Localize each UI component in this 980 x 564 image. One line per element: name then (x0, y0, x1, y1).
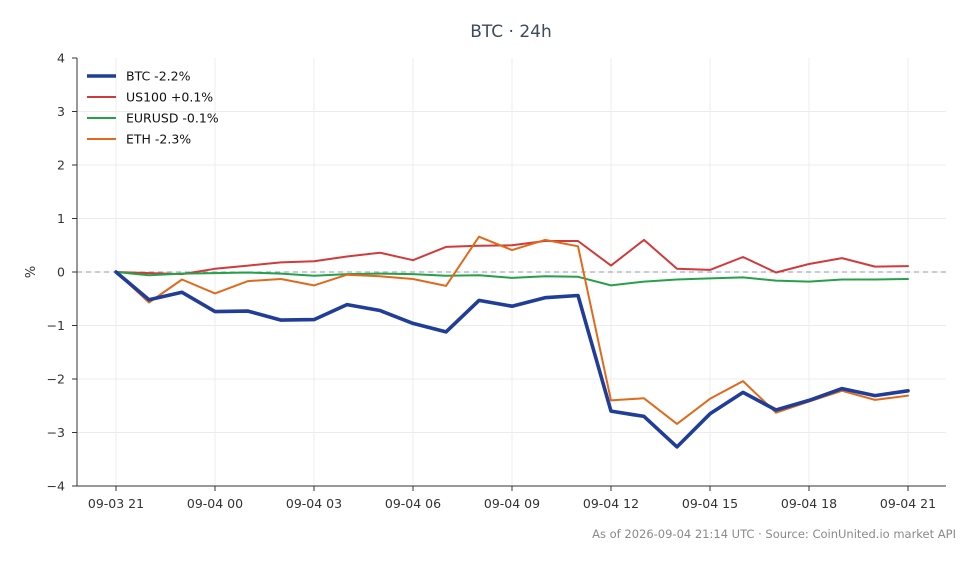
x-tick-label: 09-04 15 (682, 496, 738, 511)
x-tick-label: 09-03 21 (88, 496, 144, 511)
x-tick-labels: 09-03 21 09-04 00 09-04 03 09-04 06 09-04 09… (88, 496, 936, 511)
y-tick-label: −3 (47, 425, 65, 440)
axes (72, 57, 946, 491)
y-tick-label: 0 (57, 265, 65, 280)
x-tick-label: 09-04 03 (286, 496, 342, 511)
y-axis-label: % (24, 266, 39, 278)
legend-label: BTC -2.2% (126, 69, 191, 84)
series-line (114, 270, 910, 449)
y-tick-label: 3 (57, 104, 65, 119)
series-line (115, 235, 909, 425)
y-tick-labels: −4 −3 −2 −1 0 1 2 3 4 (47, 51, 65, 494)
y-tick-label: −4 (47, 479, 65, 494)
series-line (115, 238, 909, 276)
y-tick-label: 4 (57, 51, 65, 66)
legend-label: ETH -2.3% (126, 132, 191, 147)
series-line (115, 271, 909, 287)
chart-title: BTC · 24h (470, 22, 552, 42)
legend-label: US100 +0.1% (126, 90, 213, 105)
footer-source: As of 2026-09-04 21:14 UTC · Source: Coi… (592, 527, 956, 541)
x-tick-label: 09-04 00 (187, 496, 243, 511)
y-tick-label: 1 (57, 211, 65, 226)
x-tick-label: 09-04 12 (583, 496, 639, 511)
x-tick-label: 09-04 09 (484, 496, 540, 511)
x-tick-label: 09-04 06 (385, 496, 441, 511)
x-tick-label: 09-04 18 (781, 496, 837, 511)
x-tick-label: 09-04 21 (880, 496, 936, 511)
series-lines (114, 235, 910, 449)
y-tick-label: −1 (47, 318, 65, 333)
y-tick-label: 2 (57, 158, 65, 173)
y-tick-label: −2 (47, 372, 65, 387)
legend: BTC -2.2% US100 +0.1% EURUSD -0.1% ETH -2.3… (87, 69, 219, 147)
legend-label: EURUSD -0.1% (126, 111, 219, 126)
